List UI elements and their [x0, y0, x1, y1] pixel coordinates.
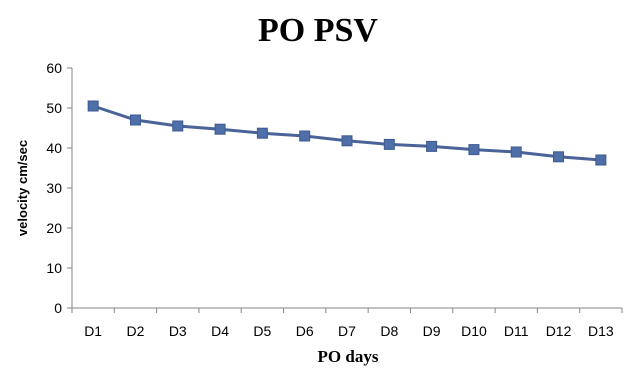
x-tick-label: D1: [84, 323, 102, 339]
y-tick-label: 0: [54, 300, 62, 316]
data-point-d5: [256, 127, 268, 139]
x-tick-label: D13: [588, 323, 614, 339]
data-point-d10: [468, 144, 480, 156]
y-tick-label: 20: [46, 220, 62, 236]
data-point-d2: [129, 114, 141, 126]
x-tick-label: D11: [504, 323, 529, 339]
x-tick-label: D8: [380, 323, 398, 339]
x-tick-label: D6: [296, 323, 314, 339]
data-point-d7: [341, 135, 353, 147]
data-point-d11: [510, 146, 522, 158]
x-tick-label: D3: [169, 323, 187, 339]
y-tick-label: 10: [46, 260, 62, 276]
chart-title: PO PSV: [258, 12, 378, 49]
y-tick-labels: 0 10 20 30 40 50 60: [46, 60, 62, 316]
x-tick-label: D12: [546, 323, 572, 339]
data-point-d12: [553, 151, 565, 163]
data-point-d4: [214, 123, 226, 135]
y-tick-label: 30: [46, 180, 62, 196]
y-tick-label: 60: [46, 60, 62, 76]
data-point-d6: [299, 130, 311, 142]
data-point-d1: [87, 100, 99, 112]
x-axis-label: PO days: [318, 347, 379, 366]
data-point-d9: [426, 140, 438, 152]
axes: [67, 67, 623, 313]
data-point-d8: [383, 138, 395, 150]
data-point-d3: [172, 120, 184, 132]
x-tick-labels: D1 D2 D3 D4 D5 D6 D7 D8 D9 D10 D11 D12 D13: [84, 323, 614, 339]
x-tick-label: D7: [338, 323, 356, 339]
series: [87, 100, 607, 166]
x-tick-label: D4: [211, 323, 229, 339]
y-tick-label: 50: [46, 100, 62, 116]
y-tick-label: 40: [46, 140, 62, 156]
x-tick-label: D9: [423, 323, 441, 339]
y-axis-label: velocity cm/sec: [15, 140, 30, 236]
x-tick-label: D10: [461, 323, 487, 339]
x-tick-label: D2: [127, 323, 145, 339]
data-point-d13: [595, 154, 607, 166]
x-tick-label: D5: [253, 323, 271, 339]
series-line: [92, 104, 601, 162]
